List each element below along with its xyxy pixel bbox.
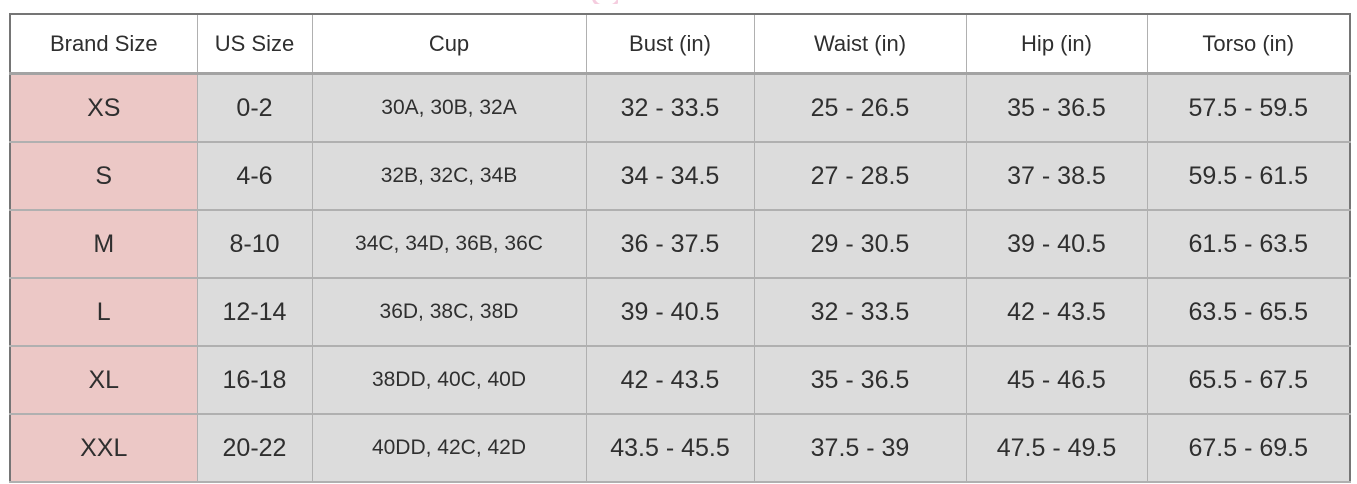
value-cell: 34C, 34D, 36B, 36C <box>311 209 587 279</box>
value-cell: 32 - 33.5 <box>753 277 967 347</box>
brand-size-cell: XL <box>9 345 198 415</box>
value-cell: 16-18 <box>196 345 313 415</box>
value-cell: 34 - 34.5 <box>585 141 755 211</box>
brand-size-cell: M <box>9 209 198 279</box>
value-cell: 59.5 - 61.5 <box>1146 141 1351 211</box>
header-row: Brand Size US Size Cup Bust (in) Waist (in) H… <box>9 14 1351 75</box>
value-cell: 36 - 37.5 <box>585 209 755 279</box>
table-row-m: M 8-10 34C, 34D, 36B, 36C 36 - 37.5 29 - 30.… <box>9 209 1351 279</box>
column-header-us-size: US Size <box>196 14 313 75</box>
value-cell: 36D, 38C, 38D <box>311 277 587 347</box>
value-cell: 61.5 - 63.5 <box>1146 209 1351 279</box>
value-cell: 39 - 40.5 <box>965 209 1148 279</box>
column-header-waist-in: Waist (in) <box>753 14 967 75</box>
table-row-l: L 12-14 36D, 38C, 38D 39 - 40.5 32 - 33.5 42 … <box>9 277 1351 347</box>
value-cell: 30A, 30B, 32A <box>311 72 587 143</box>
value-cell: 32B, 32C, 34B <box>311 141 587 211</box>
table-head: Brand Size US Size Cup Bust (in) Waist (in) H… <box>9 14 1351 75</box>
table-body: XS 0-2 30A, 30B, 32A 32 - 33.5 25 - 26.5 35 -… <box>9 72 1351 483</box>
value-cell: 43.5 - 45.5 <box>585 413 755 483</box>
value-cell: 12-14 <box>196 277 313 347</box>
value-cell: 45 - 46.5 <box>965 345 1148 415</box>
value-cell: 20-22 <box>196 413 313 483</box>
brand-size-cell: S <box>9 141 198 211</box>
column-header-bust-in: Bust (in) <box>585 14 755 75</box>
value-cell: 39 - 40.5 <box>585 277 755 347</box>
table-row-xl: XL 16-18 38DD, 40C, 40D 42 - 43.5 35 - 36.5 4… <box>9 345 1351 415</box>
cropped-decoration-icon <box>590 0 618 4</box>
value-cell: 4-6 <box>196 141 313 211</box>
brand-size-cell: L <box>9 277 198 347</box>
value-cell: 65.5 - 67.5 <box>1146 345 1351 415</box>
value-cell: 47.5 - 49.5 <box>965 413 1148 483</box>
value-cell: 42 - 43.5 <box>585 345 755 415</box>
table-row-xxl: XXL 20-22 40DD, 42C, 42D 43.5 - 45.5 37.5 - … <box>9 413 1351 483</box>
value-cell: 35 - 36.5 <box>753 345 967 415</box>
value-cell: 29 - 30.5 <box>753 209 967 279</box>
column-header-torso-in: Torso (in) <box>1146 14 1351 75</box>
brand-size-cell: XXL <box>9 413 198 483</box>
value-cell: 37.5 - 39 <box>753 413 967 483</box>
column-header-brand-size: Brand Size <box>9 14 198 75</box>
column-header-hip-in: Hip (in) <box>965 14 1148 75</box>
value-cell: 8-10 <box>196 209 313 279</box>
value-cell: 25 - 26.5 <box>753 72 967 143</box>
value-cell: 57.5 - 59.5 <box>1146 72 1351 143</box>
column-header-cup: Cup <box>311 14 587 75</box>
value-cell: 67.5 - 69.5 <box>1146 413 1351 483</box>
brand-size-cell: XS <box>9 72 198 143</box>
value-cell: 42 - 43.5 <box>965 277 1148 347</box>
value-cell: 63.5 - 65.5 <box>1146 277 1351 347</box>
value-cell: 37 - 38.5 <box>965 141 1148 211</box>
table-row-s: S 4-6 32B, 32C, 34B 34 - 34.5 27 - 28.5 37 - … <box>9 141 1351 211</box>
size-chart-table: Brand Size US Size Cup Bust (in) Waist (in) H… <box>9 13 1351 483</box>
value-cell: 38DD, 40C, 40D <box>311 345 587 415</box>
value-cell: 35 - 36.5 <box>965 72 1148 143</box>
value-cell: 27 - 28.5 <box>753 141 967 211</box>
value-cell: 0-2 <box>196 72 313 143</box>
value-cell: 32 - 33.5 <box>585 72 755 143</box>
table-row-xs: XS 0-2 30A, 30B, 32A 32 - 33.5 25 - 26.5 35 -… <box>9 72 1351 143</box>
value-cell: 40DD, 42C, 42D <box>311 413 587 483</box>
